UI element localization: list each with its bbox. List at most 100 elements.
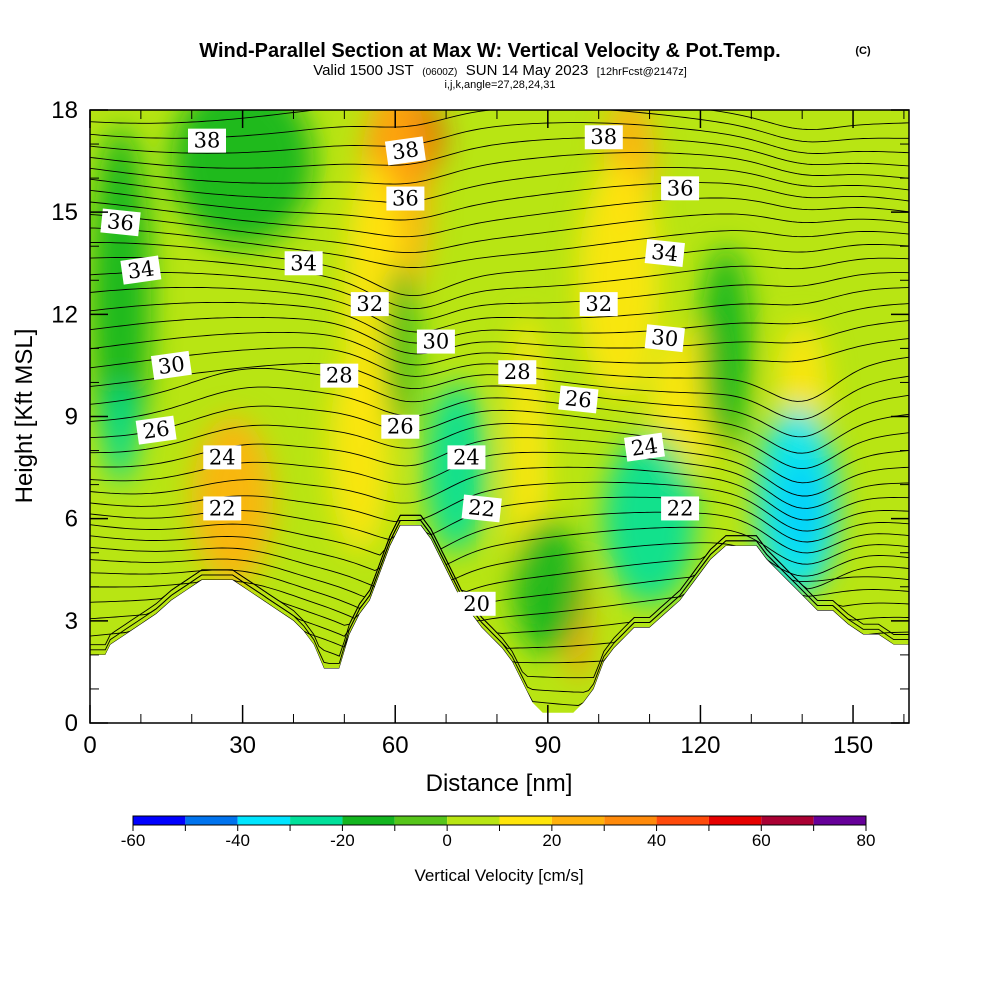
theta-label-box <box>350 292 389 317</box>
theta-label-text: 26 <box>141 416 171 443</box>
theta-label-box <box>661 496 700 521</box>
colorbar-swatch <box>551 816 605 825</box>
colorbar-tick-label: -60 <box>121 831 146 850</box>
theta-isoline <box>90 405 909 470</box>
colorbar-swatch <box>813 816 866 825</box>
colorbar-swatch <box>761 816 814 825</box>
theta-isoline <box>90 511 909 556</box>
theta-label-text: 38 <box>590 125 617 149</box>
theta-label-box <box>461 494 502 523</box>
theta-label-text: 38 <box>390 137 420 164</box>
theta-isoline <box>90 152 909 185</box>
theta-label: 22 <box>461 494 502 523</box>
theta-label-text: 28 <box>504 360 531 384</box>
w-cell <box>385 263 416 434</box>
chart-title: Wind-Parallel Section at Max W: Vertical… <box>199 40 780 62</box>
terrain <box>90 525 909 723</box>
theta-label-box <box>416 329 455 354</box>
colorbar-swatch <box>342 816 395 825</box>
x-axis-label: Distance [nm] <box>426 770 573 797</box>
theta-label-text: 24 <box>453 445 480 469</box>
theta-contour-labels: 38 38 38 36 36 36 34 34 34 32 32 30 30 30 28 28 26 26 26 24… <box>100 125 700 616</box>
theta-label: 22 <box>203 496 242 521</box>
theta-label-text: 36 <box>392 187 419 211</box>
theta-isoline <box>90 227 909 268</box>
y-tick-label: 3 <box>65 608 78 635</box>
theta-label-text: 36 <box>667 176 694 200</box>
theta-label: 36 <box>100 208 141 237</box>
theta-label-box <box>120 255 162 285</box>
theta-label-text: 20 <box>463 592 490 616</box>
theta-label: 34 <box>120 255 162 285</box>
theta-label-box <box>447 445 486 470</box>
colorbar: -60 -40 -20 0 20 40 60 80 <box>121 815 875 850</box>
theta-isoline <box>90 331 909 366</box>
theta-label-box <box>644 239 685 267</box>
w-cell <box>105 382 136 485</box>
theta-label-box <box>203 445 242 470</box>
y-tick-label: 0 <box>65 710 78 737</box>
theta-label: 24 <box>447 445 486 470</box>
theta-isoline <box>90 423 909 484</box>
theta-label-text: 34 <box>126 256 156 283</box>
w-cell <box>700 246 752 451</box>
colorbar-tick-label: 60 <box>752 831 771 850</box>
theta-label: 38 <box>384 136 426 166</box>
theta-label: 30 <box>644 324 685 353</box>
theta-label-box <box>584 125 623 150</box>
theta-label-text: 32 <box>585 292 612 316</box>
colorbar-swatch <box>499 816 552 825</box>
theta-label-box <box>457 591 496 616</box>
theta-isoline <box>90 182 909 221</box>
x-tick-label: 120 <box>680 732 720 759</box>
colorbar-swatch <box>290 816 343 825</box>
theta-label: 24 <box>623 432 665 462</box>
colorbar-swatch <box>133 816 186 825</box>
theta-isoline <box>90 110 909 131</box>
colorbar-tick-label: -40 <box>225 831 250 850</box>
x-tick-label: 150 <box>833 732 873 759</box>
theta-isoline <box>90 110 909 143</box>
theta-label-text: 34 <box>650 240 679 267</box>
theta-label-box <box>498 360 537 385</box>
y-tick-label: 6 <box>65 506 78 533</box>
theta-isoline <box>90 271 909 322</box>
theta-label: 26 <box>558 385 599 414</box>
theta-label-text: 28 <box>326 364 353 388</box>
theta-isoline <box>90 286 909 333</box>
subtitle-utc: (0600Z) <box>422 67 457 78</box>
theta-isoline <box>90 519 909 609</box>
theta-isoline <box>90 386 909 454</box>
colorbar-label: Vertical Velocity [cm/s] <box>414 866 583 885</box>
theta-label-text: 30 <box>650 325 679 352</box>
colorbar-swatch <box>185 816 238 825</box>
theta-label-text: 38 <box>194 129 221 153</box>
theta-isoline <box>90 519 909 571</box>
theta-label: 36 <box>661 176 700 201</box>
colorbar-tick-label: 40 <box>647 831 666 850</box>
theta-isoline <box>90 367 909 438</box>
colorbar-swatch <box>656 816 709 825</box>
theta-label-box <box>284 251 323 276</box>
theta-label-box <box>320 363 359 388</box>
theta-label-text: 24 <box>209 445 236 469</box>
chart-title-tag: (C) <box>855 45 871 57</box>
theta-label: 30 <box>150 350 192 380</box>
theta-isoline <box>90 167 909 203</box>
theta-isoline <box>90 197 909 238</box>
theta-label-text: 30 <box>423 330 450 354</box>
x-tick-label: 30 <box>229 732 256 759</box>
theta-label-box <box>203 496 242 521</box>
subtitle-line: Valid 1500 JST (0600Z) SUN 14 May 2023 [… <box>313 62 687 79</box>
theta-label: 38 <box>188 128 226 153</box>
colorbar-swatch <box>708 816 762 825</box>
subtitle-index: i,j,k,angle=27,28,24,31 <box>444 79 555 91</box>
theta-label: 26 <box>381 414 420 439</box>
theta-label-text: 22 <box>467 495 496 522</box>
theta-isoline <box>90 242 909 297</box>
colorbar-tick-label: 20 <box>542 831 561 850</box>
theta-label-box <box>558 385 599 414</box>
theta-isoline <box>90 213 909 254</box>
theta-label-box <box>623 432 665 462</box>
theta-label-text: 34 <box>290 251 317 275</box>
